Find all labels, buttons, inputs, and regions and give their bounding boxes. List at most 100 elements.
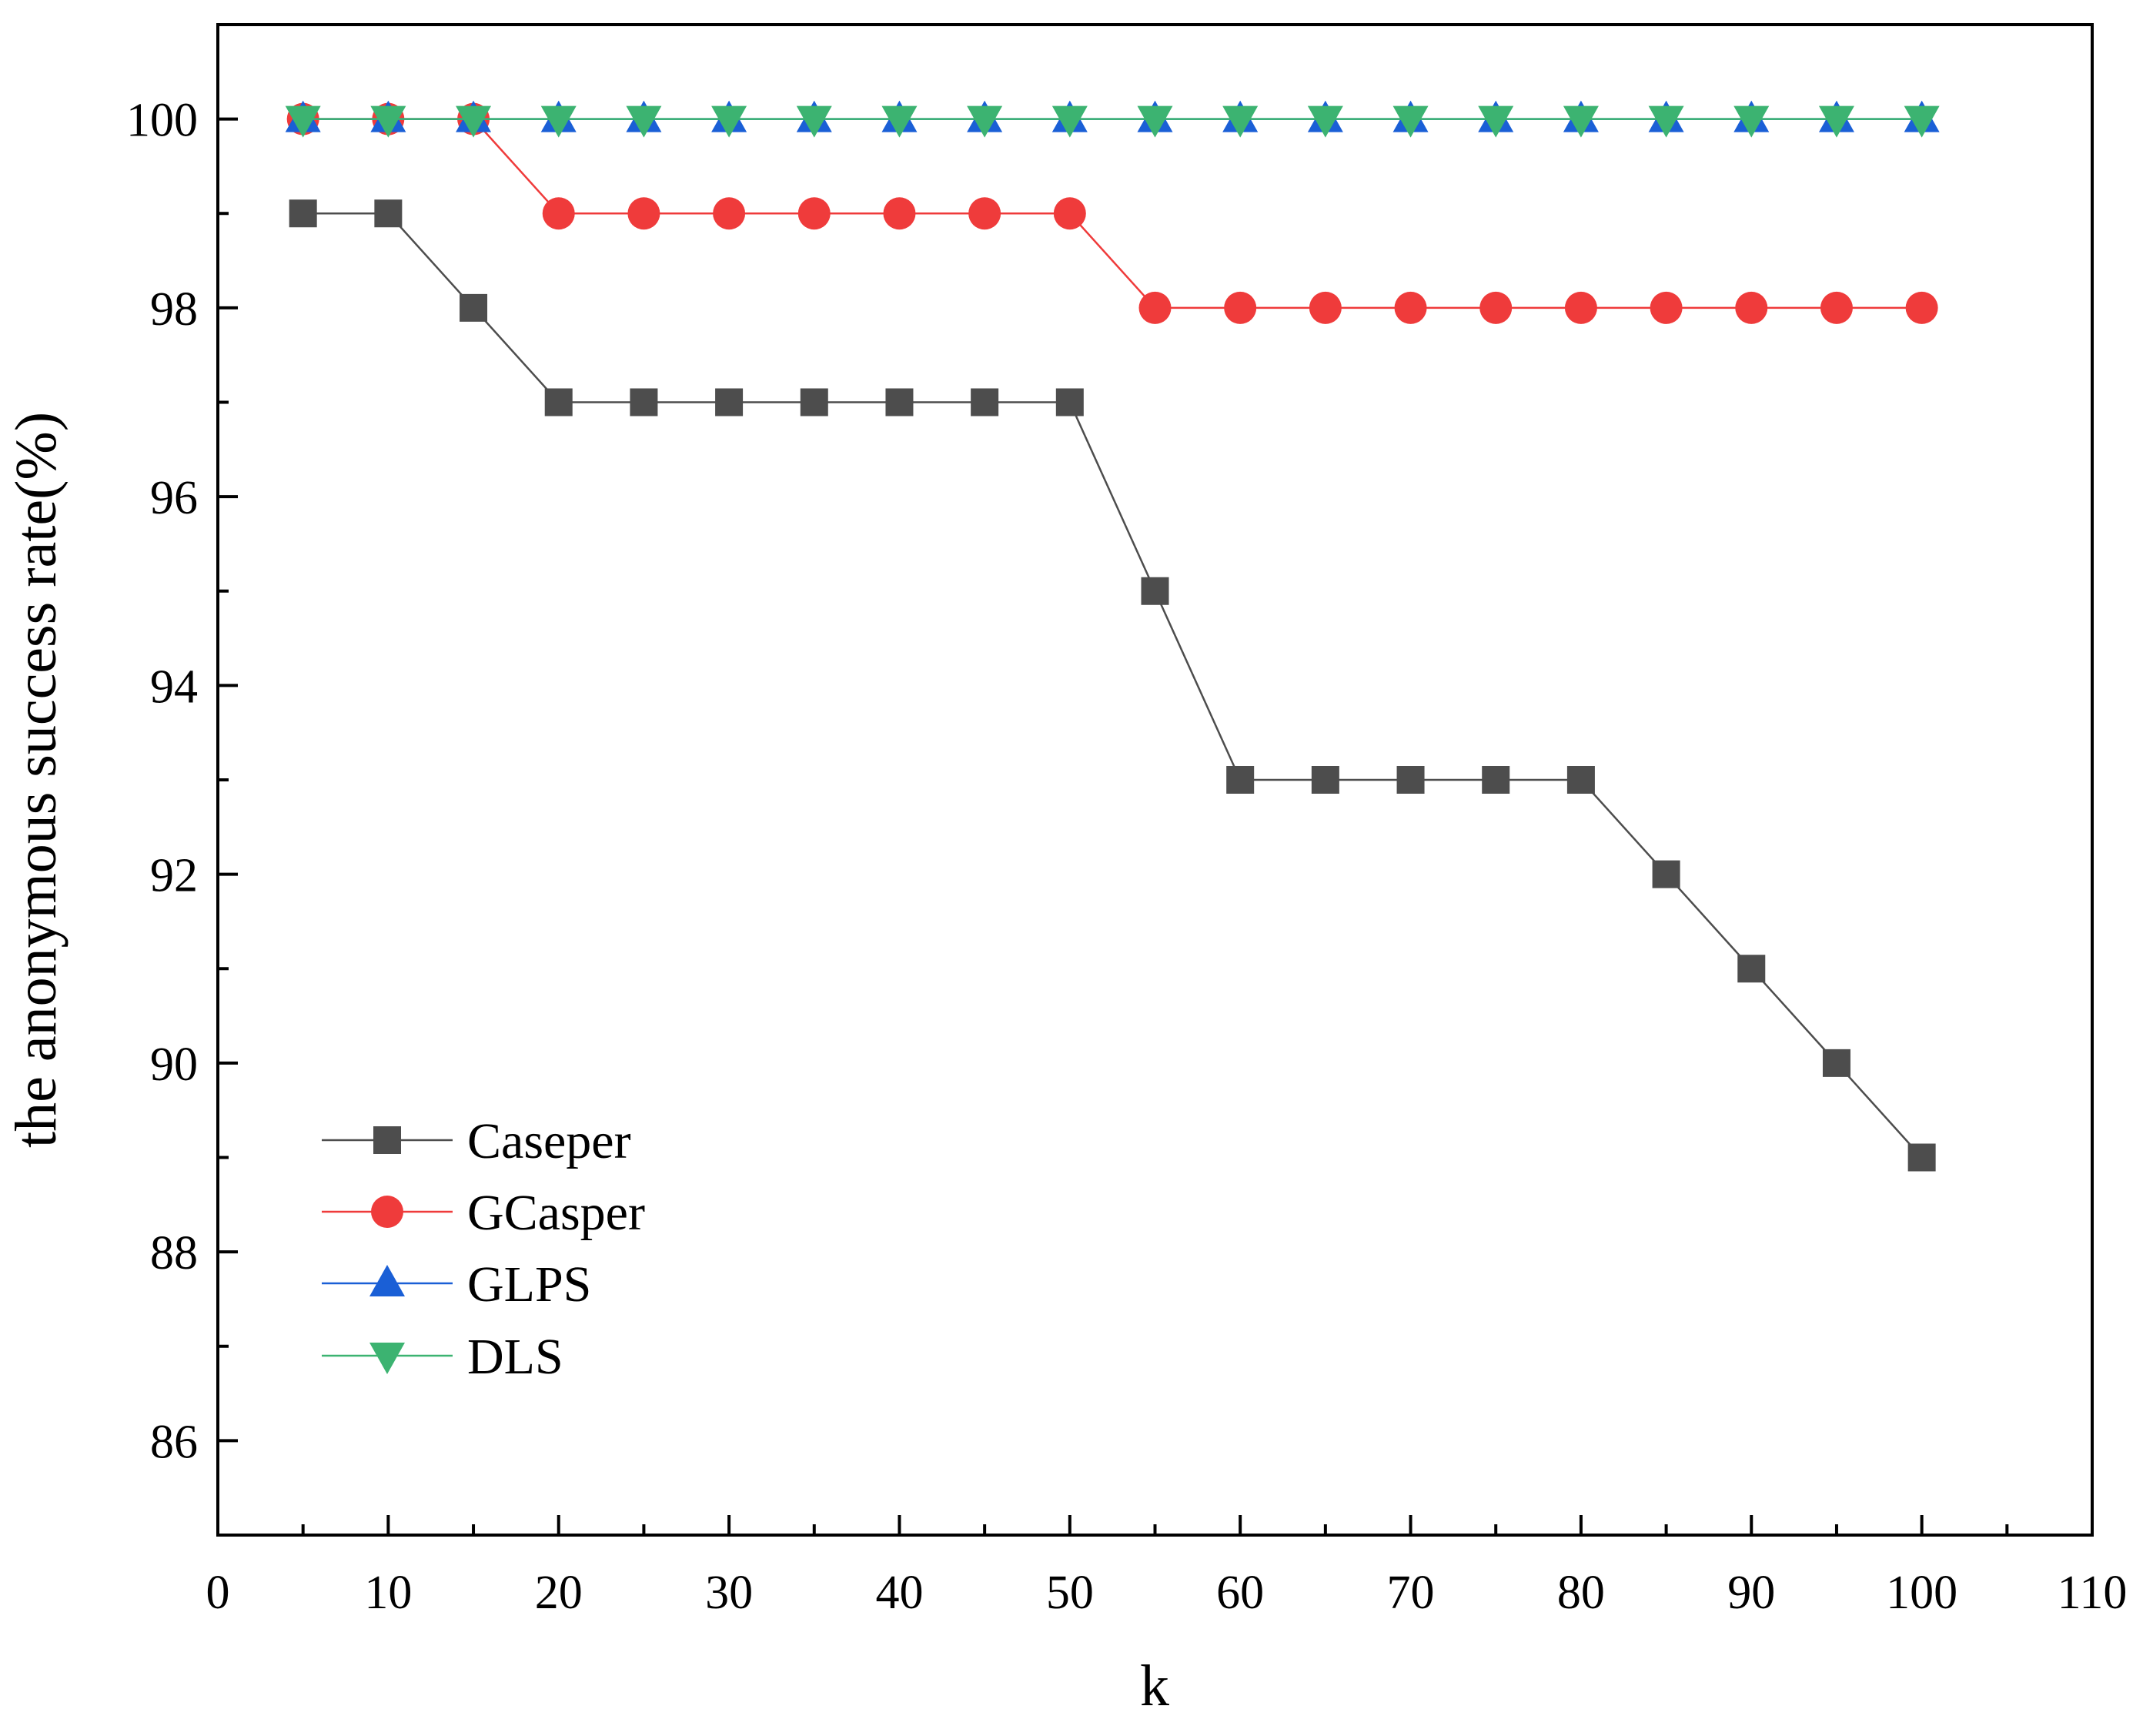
data-point-gcasper [1479, 291, 1513, 324]
data-point-caseper [1907, 1143, 1936, 1172]
data-point-gcasper [1138, 291, 1172, 324]
y-tick-label: 96 [150, 472, 198, 524]
y-tick-label: 94 [150, 661, 198, 713]
series-gcasper [286, 102, 1938, 324]
data-point-caseper [1652, 860, 1680, 888]
y-tick-label: 86 [150, 1416, 198, 1468]
data-point-gcasper [1394, 291, 1427, 324]
data-point-dls [711, 105, 747, 138]
series-glps [285, 100, 1940, 132]
data-point-caseper [715, 388, 744, 416]
data-point-dls [370, 105, 406, 138]
x-axis: 0 10 20 30 40 50 60 70 80 90 100 110 [206, 1515, 2128, 1619]
data-point-caseper [1226, 766, 1255, 794]
x-tick-label: 30 [705, 1567, 753, 1619]
legend-item-glps: GLPS [322, 1256, 591, 1313]
data-point-gcasper [1905, 291, 1938, 324]
legend-label: DLS [467, 1329, 563, 1385]
data-point-dls [1904, 105, 1940, 138]
data-point-dls [1563, 105, 1599, 138]
x-tick-label: 100 [1886, 1567, 1957, 1619]
data-point-caseper [1482, 766, 1510, 794]
data-point-caseper [630, 388, 658, 416]
series-layer [285, 100, 1940, 1172]
legend-item-gcasper: GCasper [322, 1185, 645, 1241]
data-point-dls [1818, 105, 1854, 138]
data-point-gcasper [713, 197, 746, 230]
data-point-gcasper [1053, 197, 1086, 230]
data-point-caseper [971, 388, 999, 416]
data-point-caseper [885, 388, 914, 416]
x-tick-label: 0 [206, 1567, 230, 1619]
x-axis-title: k [1140, 1654, 1169, 1718]
data-point-caseper [1055, 388, 1084, 416]
data-point-dls [626, 105, 662, 138]
legend-item-dls: DLS [322, 1329, 563, 1385]
y-tick-label: 90 [150, 1039, 198, 1091]
legend-marker [373, 1126, 401, 1154]
data-point-gcasper [542, 197, 575, 230]
legend-marker [369, 1343, 405, 1374]
legend-item-caseper: Caseper [322, 1113, 631, 1169]
data-point-dls [456, 105, 492, 138]
data-point-caseper [460, 293, 488, 322]
y-tick-label: 88 [150, 1227, 198, 1279]
legend-label: Caseper [467, 1113, 631, 1169]
data-point-dls [1222, 105, 1259, 138]
data-point-caseper [1311, 766, 1339, 794]
x-tick-label: 110 [2058, 1567, 2128, 1619]
data-point-dls [1478, 105, 1514, 138]
legend-marker [371, 1196, 403, 1228]
data-point-dls [881, 105, 918, 138]
data-point-caseper [1141, 577, 1169, 605]
data-point-dls [1051, 105, 1088, 138]
x-tick-label: 40 [875, 1567, 923, 1619]
series-caseper [289, 199, 1936, 1172]
x-tick-label: 90 [1727, 1567, 1775, 1619]
data-point-dls [1733, 105, 1770, 138]
x-tick-label: 80 [1557, 1567, 1605, 1619]
data-point-caseper [289, 199, 317, 228]
x-tick-label: 60 [1216, 1567, 1264, 1619]
data-point-caseper [374, 199, 403, 228]
y-tick-label: 98 [150, 283, 198, 336]
y-tick-label: 92 [150, 850, 198, 902]
x-tick-label: 10 [364, 1567, 412, 1619]
x-tick-label: 20 [535, 1567, 583, 1619]
data-point-caseper [544, 388, 573, 416]
data-point-caseper [1566, 766, 1595, 794]
data-point-gcasper [1224, 291, 1257, 324]
data-point-gcasper [1564, 291, 1597, 324]
data-point-caseper [800, 388, 828, 416]
legend-label: GCasper [467, 1185, 645, 1241]
legend-label: GLPS [467, 1256, 591, 1313]
data-point-gcasper [1309, 291, 1342, 324]
series-dls [285, 105, 1940, 138]
legend-marker [369, 1265, 405, 1296]
y-axis: 86 88 90 92 94 96 98 100 [126, 23, 238, 1468]
x-tick-label: 70 [1387, 1567, 1435, 1619]
data-point-dls [1648, 105, 1684, 138]
data-point-gcasper [1650, 291, 1683, 324]
data-point-dls [1392, 105, 1429, 138]
data-point-caseper [1822, 1049, 1850, 1077]
y-axis-title: the anonymous success rate(%) [4, 412, 69, 1148]
data-point-dls [967, 105, 1003, 138]
data-point-caseper [1396, 766, 1425, 794]
series-line-caseper [303, 212, 1923, 1159]
data-point-gcasper [968, 197, 1001, 230]
data-point-dls [285, 105, 321, 138]
legend: Caseper GCasper GLPS DLS [322, 1113, 645, 1385]
data-point-gcasper [797, 197, 831, 230]
data-point-dls [1137, 105, 1173, 138]
data-point-dls [796, 105, 832, 138]
x-tick-label: 50 [1046, 1567, 1094, 1619]
data-point-gcasper [883, 197, 916, 230]
y-tick-label: 100 [126, 95, 198, 147]
data-point-dls [1307, 105, 1343, 138]
data-point-gcasper [1735, 291, 1768, 324]
data-point-gcasper [627, 197, 660, 230]
data-point-gcasper [1820, 291, 1853, 324]
